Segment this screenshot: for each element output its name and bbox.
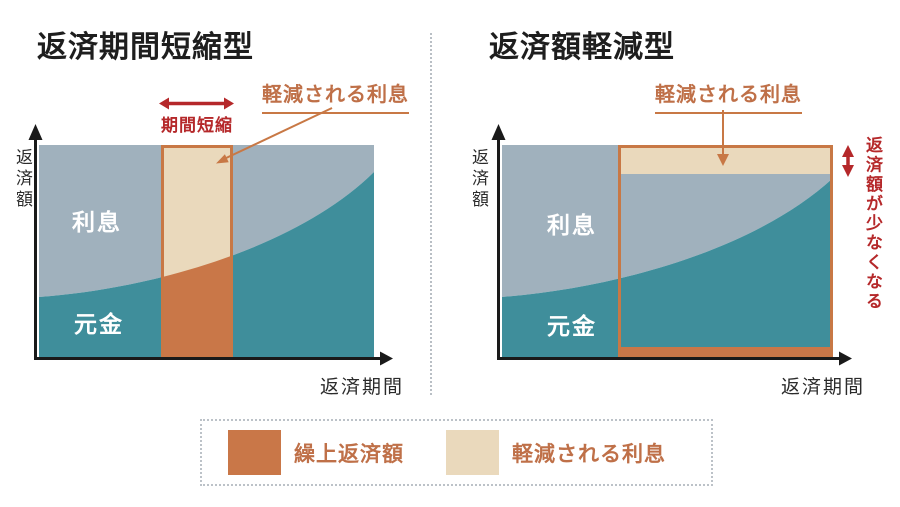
legend-item-reduced-interest: 軽減される利息 <box>446 430 666 475</box>
charts-graphic <box>28 97 854 366</box>
left-x-axis-arrow-icon <box>380 351 393 366</box>
right-principal-area <box>502 178 833 359</box>
left-x-axis-label: 返済期間 <box>320 377 405 398</box>
prepayment-swatch-icon <box>228 430 281 475</box>
right-callout-arrow-icon <box>717 154 729 166</box>
right-y-axis-arrow-icon <box>491 124 506 140</box>
legend-item-prepayment: 繰上返済額 <box>228 430 404 475</box>
payment-decrease-arrow-down-icon <box>842 165 854 177</box>
right-x-axis-arrow-icon <box>839 351 852 366</box>
legend-label-prepayment: 繰上返済額 <box>294 442 404 466</box>
legend-label-reduced-interest: 軽減される利息 <box>512 442 666 466</box>
right-y-axis-label: 返済額 <box>469 148 488 211</box>
payment-decrease-arrow-up-icon <box>842 145 854 157</box>
payment-decrease-note: 返済額が少なくなる <box>863 136 882 312</box>
left-prepayment-column <box>161 255 233 359</box>
left-y-axis-label: 返済額 <box>13 148 32 211</box>
right-interest-area <box>502 145 833 297</box>
period-shorten-arrow-left-icon <box>159 97 169 110</box>
panel-divider <box>430 33 432 395</box>
left-y-axis-arrow-icon <box>28 124 43 140</box>
reduced-interest-swatch-icon <box>446 430 499 475</box>
right-panel-title: 返済額軽減型 <box>489 31 675 64</box>
left-panel-title: 返済期間短縮型 <box>37 31 254 64</box>
right-principal-label: 元金 <box>547 313 597 339</box>
left-interest-label: 利息 <box>72 209 122 235</box>
left-principal-label: 元金 <box>74 311 124 337</box>
legend: 繰上返済額 軽減される利息 <box>200 419 713 486</box>
period-shorten-label: 期間短縮 <box>161 116 233 135</box>
left-callout-pointer-line <box>223 107 333 160</box>
right-interest-label: 利息 <box>547 212 597 238</box>
left-callout-arrow-icon <box>216 154 229 164</box>
right-x-axis-label: 返済期間 <box>781 377 866 398</box>
right-reduced-interest-callout: 軽減される利息 <box>655 78 802 114</box>
left-reduced-interest-callout: 軽減される利息 <box>262 78 409 114</box>
period-shorten-arrow-right-icon <box>224 97 234 110</box>
